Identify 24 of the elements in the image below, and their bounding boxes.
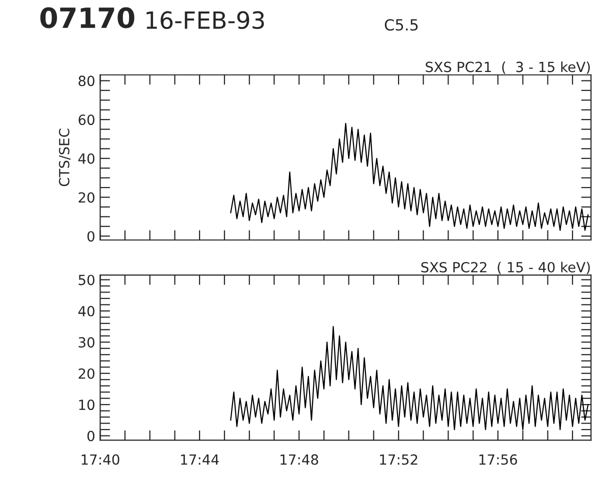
- y-tick-label: 40: [78, 153, 94, 164]
- chart-title: SXS PC22 ( 15 - 40 keV): [421, 262, 590, 274]
- text: 16-FEB-93: [146, 11, 264, 30]
- y-tick-label: 20: [78, 192, 94, 203]
- x-tick-label: 17:44: [181, 454, 219, 465]
- y-tick-label: 0: [87, 231, 94, 242]
- x-tick-label: 17:52: [380, 454, 418, 465]
- x-tick-label: 17:56: [479, 454, 518, 465]
- y-tick-label: 50: [78, 274, 94, 286]
- chart-title: SXS PC21 ( 3 - 15 keV): [426, 61, 590, 74]
- y-tick-label: 40: [78, 306, 94, 316]
- y-tick-label: 10: [79, 400, 94, 410]
- text: 07170: [40, 7, 134, 28]
- y-axis-title: CTS/SEC: [58, 128, 71, 186]
- line-series: [230, 326, 589, 430]
- line-series: [230, 122, 589, 231]
- y-tick-label: 30: [78, 337, 94, 348]
- text: C5.5: [384, 19, 418, 31]
- y-tick-label: 80: [78, 76, 94, 86]
- y-tick-label: 60: [78, 114, 94, 126]
- x-tick-label: 17:48: [280, 454, 318, 465]
- y-tick-label: 20: [78, 368, 94, 379]
- y-tick-label: 0: [87, 430, 94, 442]
- x-tick-label: 17:40: [82, 454, 120, 465]
